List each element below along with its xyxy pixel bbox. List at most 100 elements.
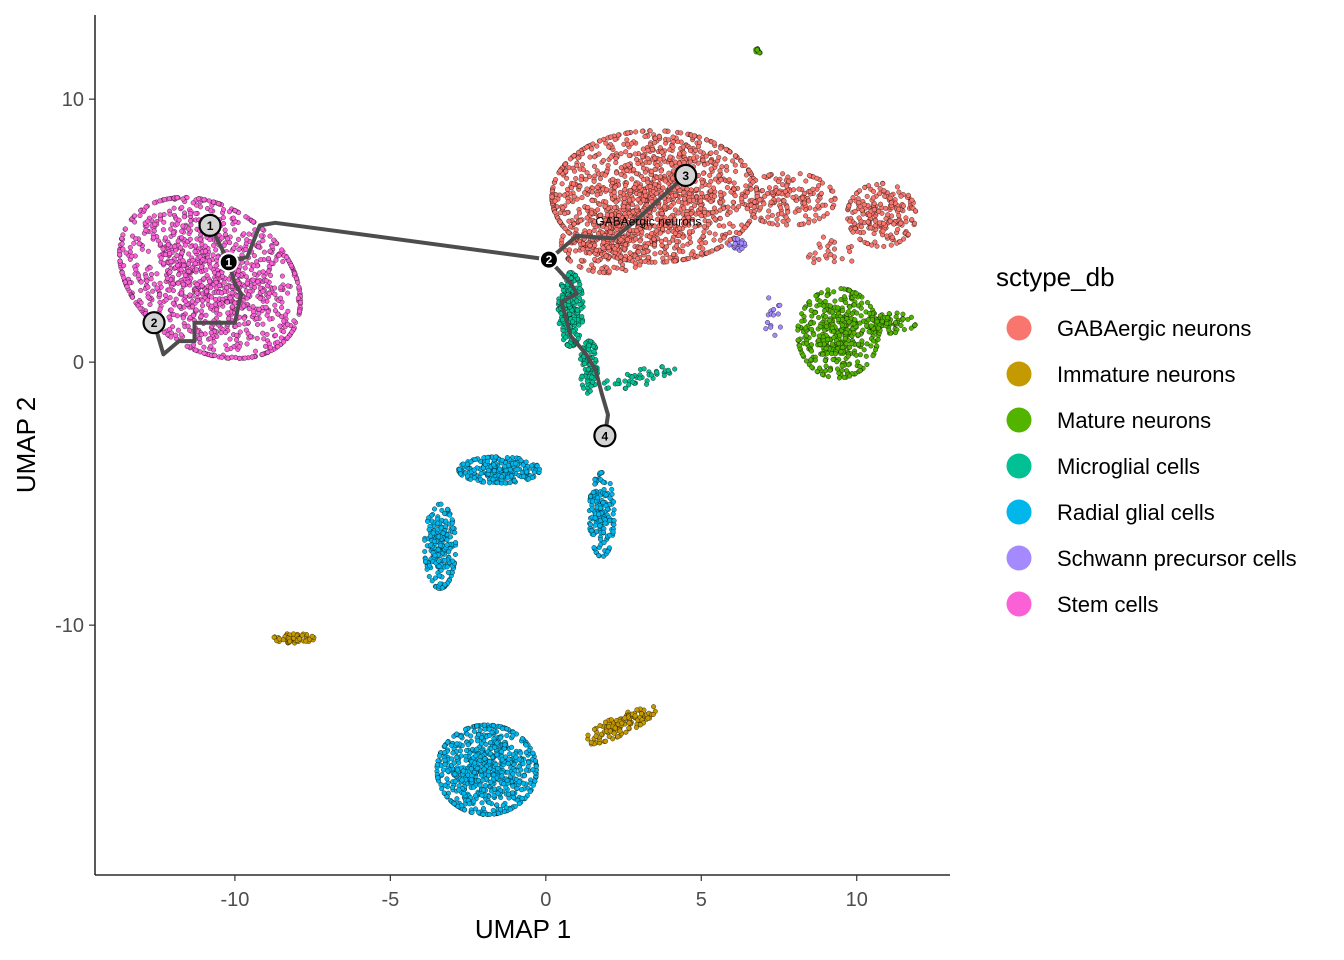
data-point bbox=[874, 182, 880, 188]
data-point bbox=[691, 133, 697, 139]
data-point bbox=[450, 558, 456, 564]
data-point bbox=[507, 806, 513, 812]
data-point bbox=[622, 187, 628, 193]
data-point bbox=[452, 530, 458, 536]
data-point bbox=[596, 552, 602, 558]
data-point bbox=[846, 203, 852, 209]
data-point bbox=[486, 800, 492, 806]
data-point bbox=[703, 153, 709, 159]
data-point bbox=[681, 150, 687, 156]
data-point bbox=[839, 256, 845, 262]
data-point bbox=[868, 225, 874, 231]
data-point bbox=[879, 318, 885, 324]
data-point bbox=[509, 744, 515, 750]
data-point bbox=[629, 374, 635, 380]
data-point bbox=[208, 343, 214, 349]
data-point bbox=[795, 323, 801, 329]
data-point bbox=[577, 282, 583, 287]
data-point bbox=[846, 319, 852, 325]
data-point bbox=[698, 198, 703, 204]
data-point bbox=[665, 197, 671, 203]
data-point bbox=[428, 542, 434, 548]
data-point bbox=[818, 290, 824, 296]
data-point bbox=[487, 759, 493, 765]
data-point bbox=[708, 188, 714, 194]
data-point bbox=[642, 189, 648, 195]
data-point bbox=[718, 177, 724, 183]
data-point bbox=[581, 385, 587, 391]
data-point bbox=[861, 229, 866, 235]
data-point bbox=[725, 204, 731, 210]
data-point bbox=[652, 155, 658, 161]
data-point bbox=[575, 150, 581, 155]
data-point bbox=[659, 149, 665, 155]
data-point bbox=[836, 341, 842, 347]
data-point bbox=[795, 337, 801, 343]
data-point bbox=[559, 181, 565, 187]
data-point bbox=[440, 767, 446, 773]
data-point bbox=[562, 161, 568, 167]
data-point bbox=[701, 229, 707, 235]
data-point bbox=[750, 179, 756, 185]
data-point bbox=[672, 207, 678, 213]
data-point bbox=[754, 47, 760, 53]
data-point bbox=[491, 462, 497, 468]
data-point bbox=[809, 342, 814, 348]
data-point bbox=[808, 308, 814, 313]
data-point bbox=[577, 301, 583, 307]
data-point bbox=[712, 193, 718, 199]
data-point bbox=[871, 231, 877, 237]
data-point bbox=[552, 209, 558, 215]
data-point bbox=[635, 161, 641, 166]
data-point bbox=[743, 183, 749, 189]
data-point bbox=[442, 757, 448, 763]
data-point bbox=[856, 200, 862, 206]
data-point bbox=[652, 242, 658, 248]
data-point bbox=[751, 204, 757, 210]
data-point bbox=[585, 204, 591, 210]
data-point bbox=[498, 749, 504, 754]
data-point bbox=[568, 258, 573, 264]
data-point bbox=[717, 216, 723, 222]
data-point bbox=[607, 728, 613, 734]
data-point bbox=[619, 720, 625, 726]
data-point bbox=[816, 241, 822, 247]
data-point bbox=[580, 162, 585, 168]
data-point bbox=[514, 786, 520, 791]
data-point bbox=[595, 207, 601, 213]
data-point bbox=[823, 314, 829, 320]
data-point bbox=[828, 197, 834, 203]
data-point bbox=[589, 189, 595, 195]
data-point bbox=[606, 144, 612, 150]
data-point bbox=[629, 176, 635, 182]
data-point bbox=[452, 778, 458, 784]
data-point bbox=[672, 230, 678, 236]
data-point bbox=[588, 493, 594, 499]
data-point bbox=[818, 190, 824, 196]
data-point bbox=[625, 236, 630, 242]
data-point bbox=[477, 782, 483, 788]
data-point bbox=[622, 200, 628, 206]
data-point bbox=[864, 193, 870, 199]
data-point bbox=[823, 345, 829, 351]
data-point bbox=[594, 184, 600, 190]
data-point bbox=[825, 243, 831, 249]
data-point bbox=[481, 766, 487, 772]
data-point bbox=[809, 348, 814, 354]
data-point bbox=[297, 636, 303, 642]
data-point bbox=[527, 789, 533, 795]
data-point bbox=[664, 259, 670, 265]
data-point bbox=[859, 207, 865, 213]
data-point bbox=[562, 226, 568, 232]
data-point bbox=[653, 191, 659, 196]
data-point bbox=[482, 722, 487, 728]
data-point bbox=[612, 137, 618, 142]
data-point bbox=[760, 188, 765, 193]
data-point bbox=[600, 479, 606, 485]
data-point bbox=[870, 353, 876, 359]
data-point bbox=[584, 170, 590, 176]
data-point bbox=[560, 205, 566, 211]
data-point bbox=[839, 363, 845, 369]
data-point bbox=[678, 130, 684, 136]
data-point bbox=[637, 184, 643, 190]
